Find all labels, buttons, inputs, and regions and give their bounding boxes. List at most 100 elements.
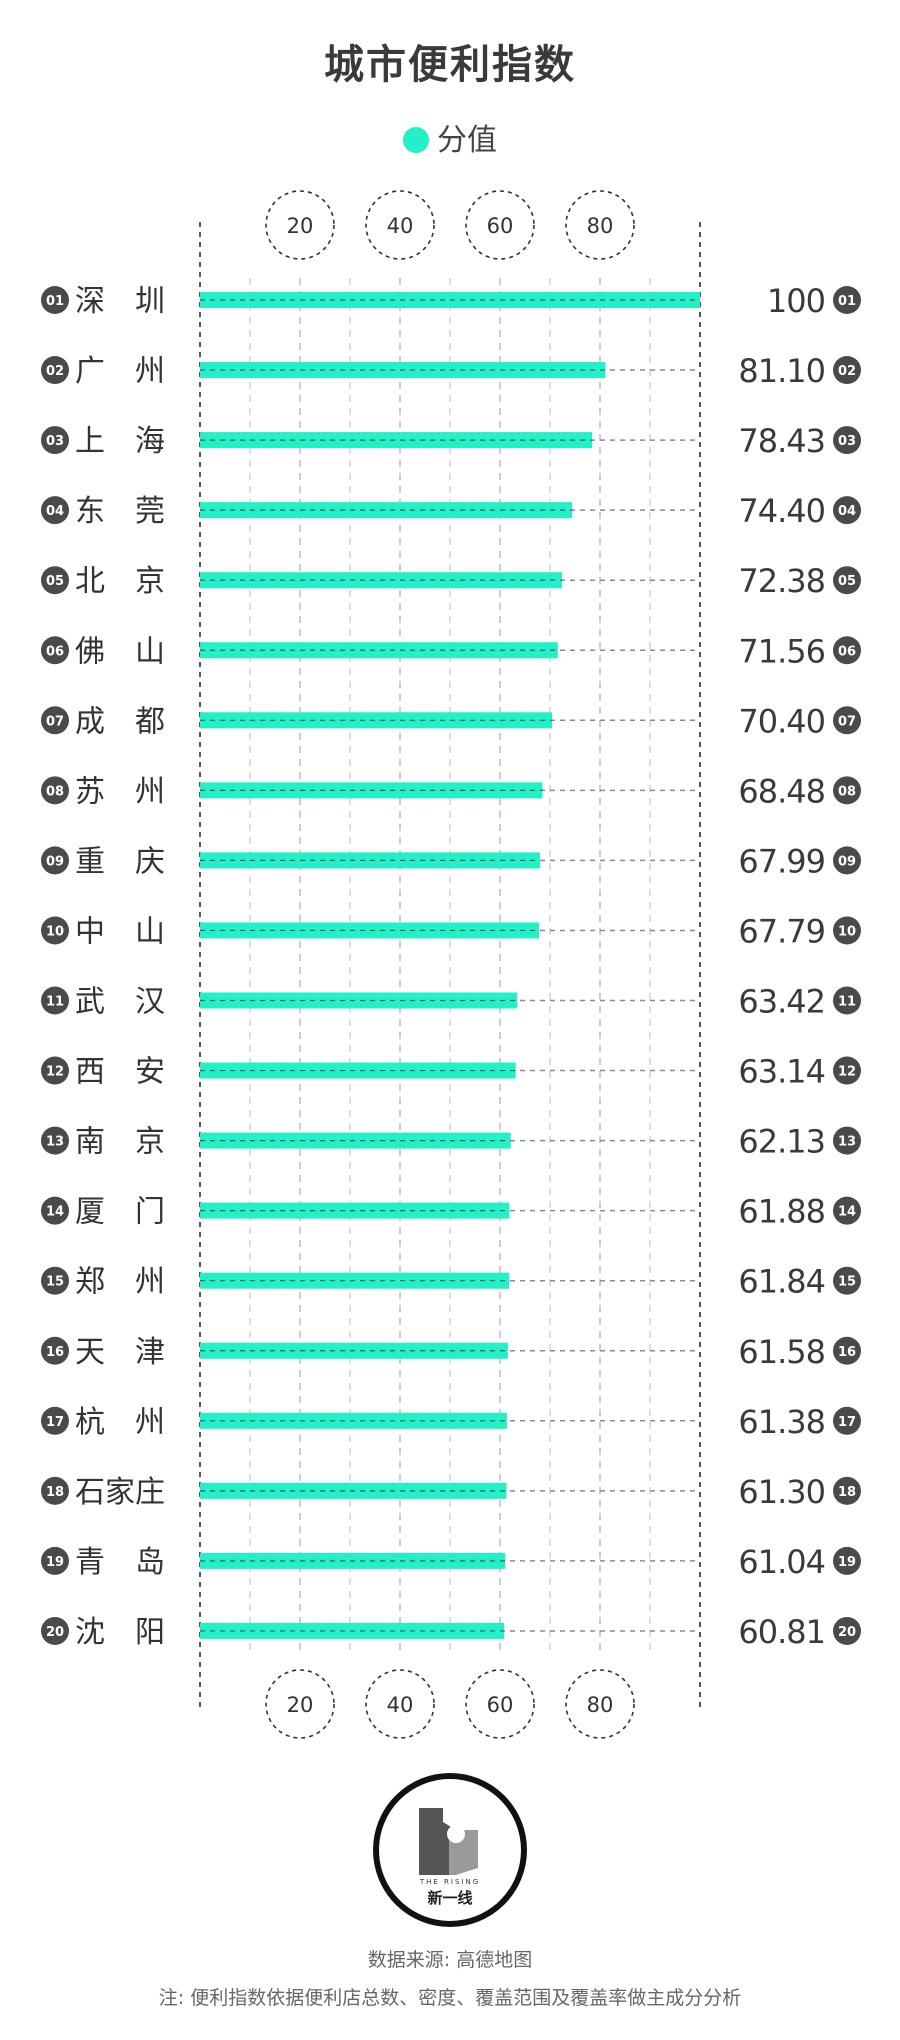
rank-number-right: 18 [838,1485,856,1500]
value-label: 100 [767,282,825,320]
rank-badge-right [833,566,861,595]
rank-number: 08 [46,784,64,799]
rank-badge-right [833,1406,861,1435]
rank-number: 14 [46,1205,64,1220]
rank-number-right: 12 [838,1065,856,1080]
rank-number: 13 [46,1135,64,1150]
rank-badge-right [833,986,861,1015]
rank-badge-right [833,1196,861,1225]
rank-badge [41,1126,69,1155]
tick-bubble [265,190,335,260]
city-label: 东 莞 [75,494,165,529]
legend-label: 分值 [437,123,497,158]
top-tick-label: 60 [487,214,514,238]
city-label: 武 汉 [75,985,165,1020]
logo-notch [447,1825,465,1843]
bar-chart: 20 40 60 80 20 40 60 80 01 深 圳 100 01 02 广 州 81.10 02 03… [41,190,861,1739]
legend-swatch [403,127,429,153]
value-label: 70.40 [738,702,825,740]
tick-bubble [565,1669,635,1739]
rank-badge-right [833,776,861,805]
value-label: 67.79 [738,912,825,950]
rank-badge [41,636,69,665]
city-label: 南 京 [75,1125,165,1160]
rank-badge-right [833,1476,861,1505]
rank-number-right: 16 [838,1345,856,1360]
city-label: 重 庆 [75,844,165,879]
rank-number: 05 [46,574,64,589]
city-label: 沈 阳 [75,1615,165,1650]
tick-bubble [365,190,435,260]
rank-badge-right [833,1056,861,1085]
logo-tagline: THE RISING [419,1878,480,1886]
value-label: 61.88 [738,1193,825,1231]
rank-badge-right [833,496,861,525]
bar [200,852,540,869]
city-label: 上 海 [75,424,165,459]
value-label: 61.30 [738,1473,825,1511]
rank-number-right: 15 [838,1275,856,1290]
top-tick-label: 20 [287,214,314,238]
rank-number: 20 [46,1625,64,1640]
data-source: 数据来源: 高德地图 [367,1949,533,1971]
value-label: 63.14 [738,1053,825,1091]
value-label: 81.10 [738,352,825,390]
value-label: 67.99 [738,842,825,880]
bottom-tick-label: 20 [287,1693,314,1717]
rank-number: 01 [46,294,64,309]
value-label: 61.38 [738,1403,825,1441]
bar [200,1062,516,1079]
rank-number-right: 07 [838,714,856,729]
rank-number-right: 02 [838,364,856,379]
rank-number-right: 06 [838,644,856,659]
city-label: 中 山 [75,914,165,949]
rank-badge [41,1616,69,1645]
rank-number-right: 14 [838,1205,856,1220]
rank-number: 07 [46,714,64,729]
rank-badge-right [833,426,861,455]
value-label: 68.48 [738,772,825,810]
value-label: 62.13 [738,1123,825,1161]
rank-number: 15 [46,1275,64,1290]
footnote: 注: 便利指数依据便利店总数、密度、覆盖范围及覆盖率做主成分分析 [158,1987,742,2009]
value-label: 72.38 [738,562,825,600]
value-label: 74.40 [738,492,825,530]
top-tick-label: 40 [387,214,414,238]
rank-number-right: 10 [838,924,856,939]
rank-badge [41,496,69,525]
rank-badge [41,1476,69,1505]
rank-number-right: 19 [838,1555,856,1570]
rank-badge [41,916,69,945]
rank-badge-right [833,636,861,665]
rank-number: 04 [46,504,64,519]
rank-number: 02 [46,364,64,379]
chart-legend: 分值 [0,115,900,159]
value-label: 61.84 [738,1263,825,1301]
logo-dark-block [419,1808,456,1875]
rank-badge [41,1196,69,1225]
rank-number-right: 08 [838,784,856,799]
rank-number-right: 13 [838,1135,856,1150]
rank-badge-right [833,1336,861,1365]
rank-badge [41,776,69,805]
city-label: 西 安 [75,1055,165,1090]
city-label: 天 津 [75,1335,165,1370]
chart-title: 城市便利指数 [324,42,576,88]
bottom-tick-label: 60 [487,1693,514,1717]
tick-bubble [365,1669,435,1739]
rank-number-right: 09 [838,854,856,869]
city-label: 北 京 [75,564,165,599]
rank-number: 09 [46,854,64,869]
city-label: 郑 州 [75,1265,165,1300]
city-label: 青 岛 [75,1545,165,1580]
value-label: 63.42 [738,983,825,1021]
rank-badge [41,566,69,595]
city-label: 成 都 [75,704,165,739]
rank-number-right: 17 [838,1415,856,1430]
rank-badge-right [833,356,861,385]
rank-number: 12 [46,1065,64,1080]
rank-number-right: 20 [838,1625,856,1640]
rank-badge [41,1406,69,1435]
rank-badge [41,1056,69,1085]
